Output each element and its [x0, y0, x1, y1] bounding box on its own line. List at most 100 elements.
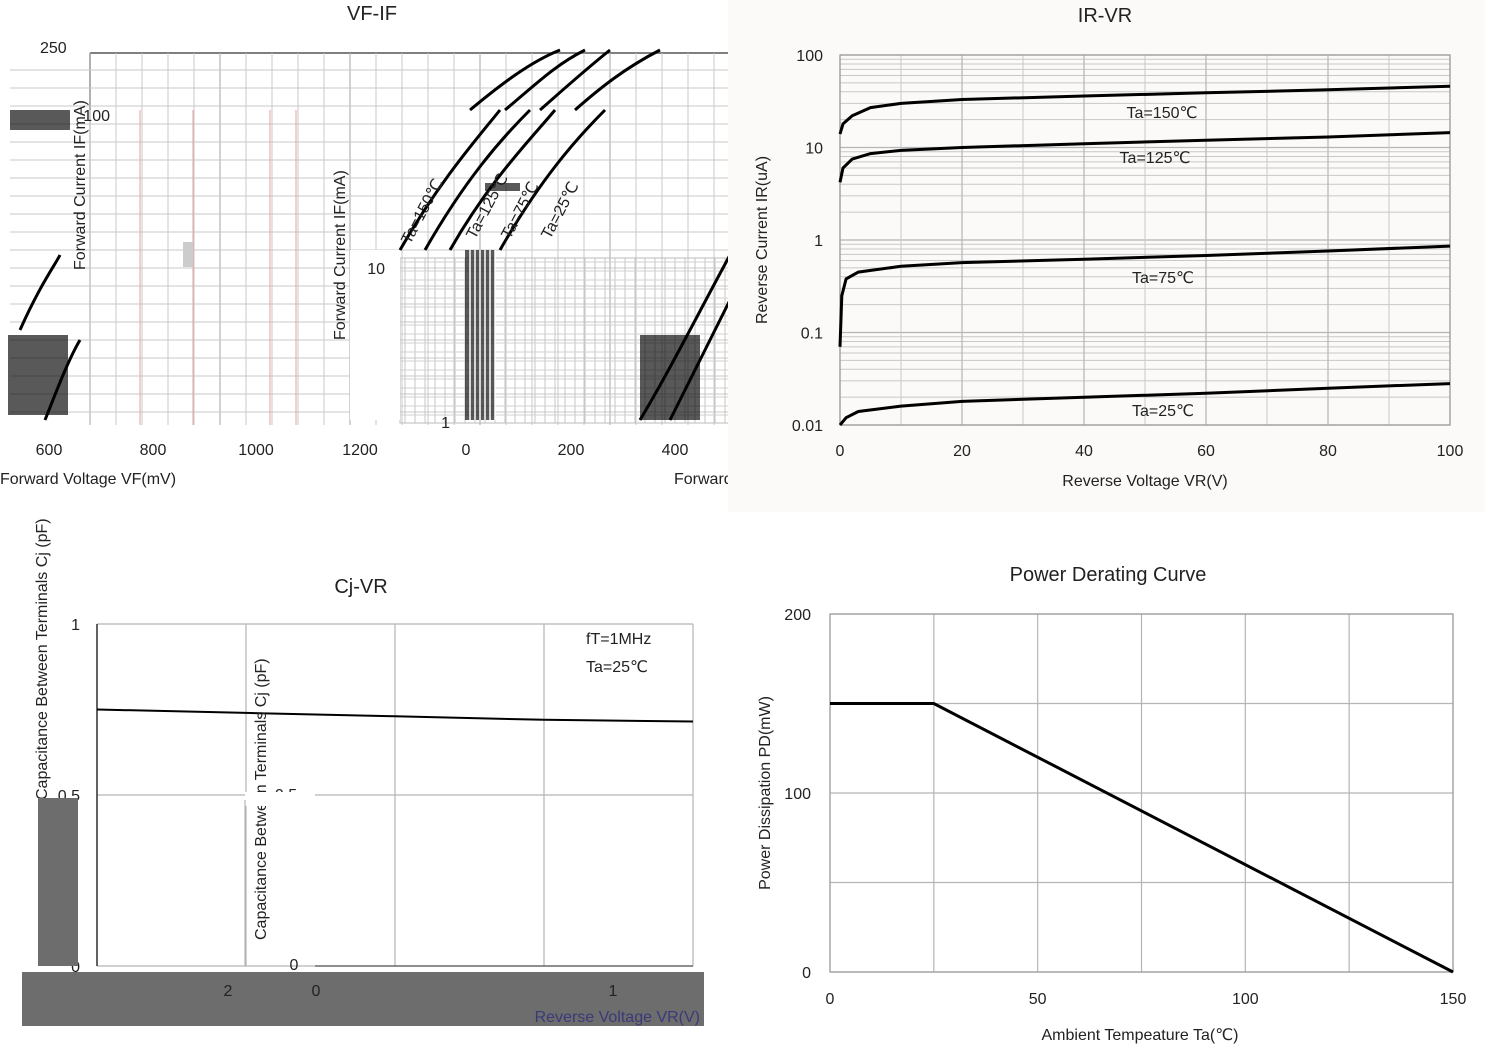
vf-if-series-line: [574, 48, 661, 112]
power-derating-line: [830, 702, 1454, 974]
power-derating-x-label: Ambient Tempeature Ta(℃): [1041, 1027, 1238, 1044]
vf-if-title: VF-IF: [347, 3, 397, 25]
vf-if-y-tick-overlay: 10: [367, 261, 385, 278]
cj-vr-y-tick: 0: [71, 959, 80, 976]
vf-if-y-tick-overlay: 100: [83, 108, 110, 125]
power-derating-y-tick: 0: [802, 965, 811, 982]
ir-vr-series-labels: Ta=150℃ Ta=125℃ Ta=75℃ Ta=25℃: [1120, 105, 1198, 420]
ir-vr-background: [728, 0, 1485, 512]
cj-vr-chart: Cj-VR 10.50 fT=1MHz Ta=25℃ Capacitance B…: [22, 518, 704, 1026]
vf-if-series-line: [18, 254, 62, 331]
power-derating-y-tick: 200: [784, 607, 811, 624]
cj-vr-overlay-label: 2: [224, 983, 233, 1000]
power-derating-x-tick: 50: [1029, 991, 1047, 1008]
ir-vr-x-tick: 80: [1319, 443, 1337, 460]
cj-vr-glitch-block: [38, 798, 78, 966]
vf-if-series-line: [498, 108, 607, 251]
power-derating-y-tick: 100: [784, 786, 811, 803]
power-derating-x-ticks: 0 50 100 150: [826, 991, 1467, 1008]
vf-if-overlay-artifact: [8, 335, 68, 415]
vf-if-x-tick: 600: [36, 442, 63, 459]
cj-vr-annotation-temp: Ta=25℃: [586, 659, 648, 676]
ir-vr-series-label: Ta=150℃: [1127, 105, 1198, 122]
cj-vr-x-label: Reverse Voltage VR(V): [535, 1009, 700, 1026]
vf-if-series-line: [448, 109, 557, 251]
vf-if-overlay-patch: [0, 440, 400, 448]
power-derating-y-ticks: 200 100 0: [784, 607, 811, 982]
vf-if-series-line: [638, 254, 732, 421]
ir-vr-chart: IR-VR Ta=150℃ Ta=125℃ Ta=75℃ Ta=25℃ 0 20 40 60…: [754, 5, 1463, 490]
vf-if-y-tick-overlay: 1: [441, 415, 450, 432]
cj-vr-annotation-freq: fT=1MHz: [586, 631, 651, 648]
ir-vr-x-tick: 20: [953, 443, 971, 460]
ir-vr-grid: [839, 54, 1451, 426]
ir-vr-series-line: [838, 382, 1451, 426]
vf-if-x-tick-overlay: 200: [558, 442, 585, 459]
ir-vr-series-label: Ta=25℃: [1132, 403, 1194, 420]
ir-vr-series-line: [838, 84, 1451, 135]
ir-vr-title: IR-VR: [1078, 5, 1132, 27]
vf-if-overlay-artifact: [10, 110, 70, 130]
ir-vr-y-tick: 0.1: [801, 326, 823, 343]
power-derating-title: Power Derating Curve: [1010, 564, 1207, 586]
ir-vr-y-label: Reverse Current IR(uA): [754, 156, 771, 324]
power-derating-x-tick: 100: [1232, 991, 1259, 1008]
power-derating-x-tick: 150: [1440, 991, 1467, 1008]
vf-if-y-top-label: 250: [40, 40, 67, 57]
ir-vr-series-line: [838, 244, 1451, 347]
ir-vr-frame: [839, 54, 1451, 426]
ir-vr-x-label: Reverse Voltage VR(V): [1062, 473, 1227, 490]
vf-if-x-tick: 800: [140, 442, 167, 459]
cj-vr-overlay-patch: [245, 792, 315, 806]
power-derating-frame: [829, 613, 1454, 973]
vf-if-overlay-patch: [350, 250, 400, 420]
ir-vr-x-tick: 60: [1197, 443, 1215, 460]
power-derating-grid: [829, 613, 1454, 973]
cj-vr-line: [96, 708, 694, 723]
ir-vr-x-tick: 0: [836, 443, 845, 460]
vf-if-series-label: Ta=150℃: [399, 176, 447, 247]
power-derating-curves: [830, 702, 1454, 974]
ir-vr-x-tick: 40: [1075, 443, 1093, 460]
vf-if-x-ticks-overlay: 0 200 400: [462, 442, 689, 459]
vf-if-x-label: Forward Voltage VF(mV): [0, 471, 176, 488]
cj-vr-overlay-label: 0: [312, 983, 321, 1000]
ir-vr-x-ticks: 0 20 40 60 80 100: [836, 443, 1464, 460]
cj-vr-curves: [96, 708, 694, 723]
ir-vr-series-line: [838, 131, 1451, 183]
vf-if-x-tick-overlay: 400: [662, 442, 689, 459]
cj-vr-y-tick: 1: [71, 617, 80, 634]
ir-vr-series-label: Ta=75℃: [1132, 270, 1194, 287]
vf-if-overlay-artifact: [183, 242, 193, 267]
ir-vr-curves: [838, 84, 1451, 426]
vf-if-series-line: [539, 48, 611, 112]
vf-if-series-line: [469, 48, 561, 112]
ir-vr-series-label: Ta=125℃: [1120, 150, 1191, 167]
vf-if-series-labels: Ta=150℃ Ta=125℃Ta=75℃Ta=25℃: [399, 171, 583, 247]
ir-vr-y-tick: 10: [805, 141, 823, 158]
vf-if-curves: [18, 48, 737, 421]
vf-if-overlay-artifact: [485, 183, 520, 191]
ir-vr-y-tick: 100: [796, 48, 823, 65]
ir-vr-y-ticks: 100 10 1 0.1 0.01: [792, 48, 823, 435]
power-derating-y-label: Power Dissipation PD(mW): [757, 696, 774, 890]
ir-vr-y-tick: 1: [814, 233, 823, 250]
vf-if-y-ticks-overlay: 100 10 1: [83, 108, 450, 432]
vf-if-overlay: [0, 110, 736, 448]
ir-vr-y-tick: 0.01: [792, 418, 823, 435]
vf-if-x-tick: 1000: [238, 442, 274, 459]
cj-vr-glitch-band: [22, 972, 704, 1026]
vf-if-chart: VF-IF 250 Ta=150℃ Ta=125℃Ta=75℃Ta=25℃ 600…: [0, 3, 850, 488]
vf-if-x-tick: 1200: [342, 442, 378, 459]
power-derating-chart: Power Derating Curve 0 50 100 150 200 100 0 A…: [757, 564, 1466, 1044]
cj-vr-y-label: Capacitance Between Terminals Cj (pF): [34, 518, 51, 800]
vf-if-x-tick-overlay: 0: [462, 442, 471, 459]
ir-vr-x-tick: 100: [1437, 443, 1464, 460]
vf-if-series-line: [43, 339, 82, 421]
vf-if-y-label: Forward Current IF(mA): [72, 100, 89, 270]
cj-vr-overlay-label: 1: [609, 983, 618, 1000]
vf-if-x-ticks: 600 800 1000 1200: [36, 442, 378, 459]
cj-vr-title: Cj-VR: [334, 576, 387, 598]
